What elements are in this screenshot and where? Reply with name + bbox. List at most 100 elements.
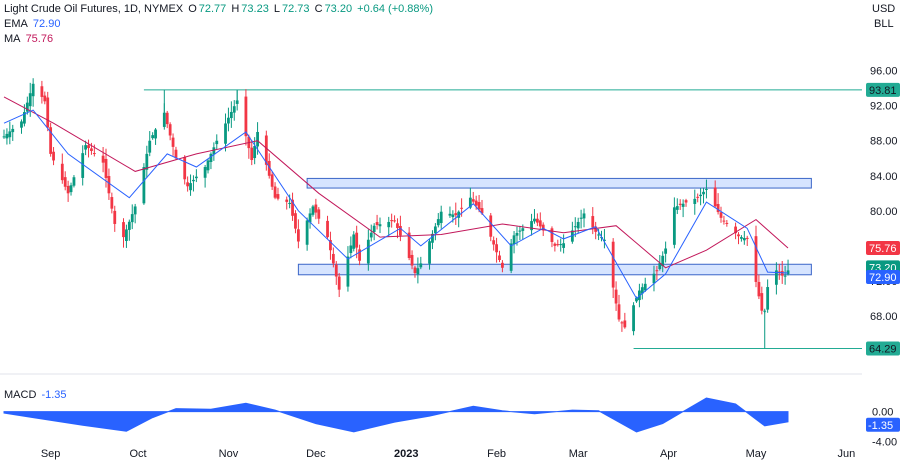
candle-body — [209, 153, 213, 162]
candle — [183, 155, 187, 185]
candle — [431, 230, 434, 250]
candle — [396, 218, 399, 239]
candle — [664, 241, 668, 263]
macd-axis-tick-label: 0.00 — [872, 407, 893, 419]
candle — [722, 215, 726, 225]
candle — [393, 215, 396, 223]
candle — [165, 110, 169, 129]
close-value: 73.20 — [324, 3, 353, 15]
candle — [212, 142, 216, 161]
candle-body — [151, 135, 155, 139]
candle — [171, 133, 175, 156]
candle — [556, 239, 560, 247]
candle — [655, 265, 659, 281]
candle-body — [757, 281, 761, 297]
candle-body — [107, 176, 111, 194]
candle — [372, 223, 376, 241]
candle-body — [264, 135, 268, 165]
candle — [189, 174, 192, 196]
price-axis-tick-label: 68.00 — [870, 311, 898, 323]
candle-body — [145, 153, 149, 170]
open-label: O — [188, 3, 197, 15]
candle-body — [25, 102, 29, 112]
macd-legend: MACD -1.35 — [4, 389, 69, 401]
price-label-ema: 72.90 — [866, 270, 900, 285]
close-label: C — [314, 3, 323, 15]
candle — [611, 238, 615, 299]
price-axis-tick-label: 88.00 — [870, 136, 898, 148]
candle — [742, 230, 746, 245]
axis-layer: 96.0092.0088.0084.0080.0076.0072.0068.00… — [0, 66, 898, 460]
candle — [661, 251, 665, 273]
candle — [492, 236, 496, 251]
candle-body — [675, 206, 679, 210]
candle — [774, 262, 778, 295]
candle-body — [372, 225, 376, 233]
candle-body — [518, 230, 522, 232]
candle — [541, 222, 545, 237]
ema-line — [3, 109, 789, 300]
candle-body — [52, 151, 55, 161]
candle — [684, 198, 688, 207]
candle-body — [49, 127, 53, 154]
candle — [495, 237, 498, 263]
candle — [349, 236, 353, 259]
candle-body — [632, 305, 635, 332]
macd-label: MACD — [4, 389, 37, 401]
price-label-bg — [866, 270, 900, 285]
candle-body — [684, 200, 688, 203]
candle-body — [702, 191, 705, 195]
candle-body — [294, 213, 297, 229]
candle — [737, 232, 740, 245]
candle-body — [582, 213, 586, 219]
candle-body — [125, 229, 128, 241]
candle-body — [617, 304, 621, 320]
candle — [113, 205, 117, 232]
candle — [107, 168, 111, 200]
time-axis-tick-label: Nov — [219, 448, 239, 460]
candle-body — [276, 194, 280, 199]
candle — [477, 194, 481, 213]
candle-body — [20, 121, 23, 128]
candle — [31, 78, 35, 107]
candle-body — [783, 275, 787, 277]
price-label-bg — [866, 82, 900, 97]
candle-body — [576, 221, 580, 229]
candle-body — [110, 197, 114, 209]
candle-body — [760, 293, 764, 311]
candle-body — [203, 167, 207, 178]
candle-body — [664, 248, 668, 254]
candle — [783, 265, 787, 285]
candle-body — [329, 240, 332, 251]
candle — [643, 277, 647, 292]
candle-body — [640, 287, 644, 294]
candle — [760, 286, 764, 315]
candle-body — [745, 237, 749, 239]
candle — [693, 189, 697, 215]
candle — [40, 80, 44, 104]
candle — [276, 187, 280, 201]
candle — [433, 223, 437, 241]
time-axis-tick-label: Dec — [306, 448, 326, 460]
candle-body — [387, 221, 391, 228]
candle-body — [737, 234, 740, 237]
high-value: 73.23 — [241, 3, 269, 15]
time-axis-tick-label: Mar — [569, 448, 588, 460]
candle — [498, 250, 501, 263]
candle-body — [620, 322, 624, 324]
candle-body — [165, 112, 169, 125]
candle — [215, 134, 219, 150]
candle-body — [591, 216, 595, 228]
candle-body — [189, 183, 192, 191]
candle-body — [643, 283, 647, 291]
candle — [186, 176, 190, 192]
candle — [8, 121, 12, 145]
candle-body — [267, 160, 271, 176]
candle-body — [171, 137, 175, 147]
candle — [675, 198, 679, 215]
time-axis-tick-label: May — [746, 448, 767, 460]
candle-body — [766, 287, 770, 310]
candle-body — [716, 204, 720, 213]
